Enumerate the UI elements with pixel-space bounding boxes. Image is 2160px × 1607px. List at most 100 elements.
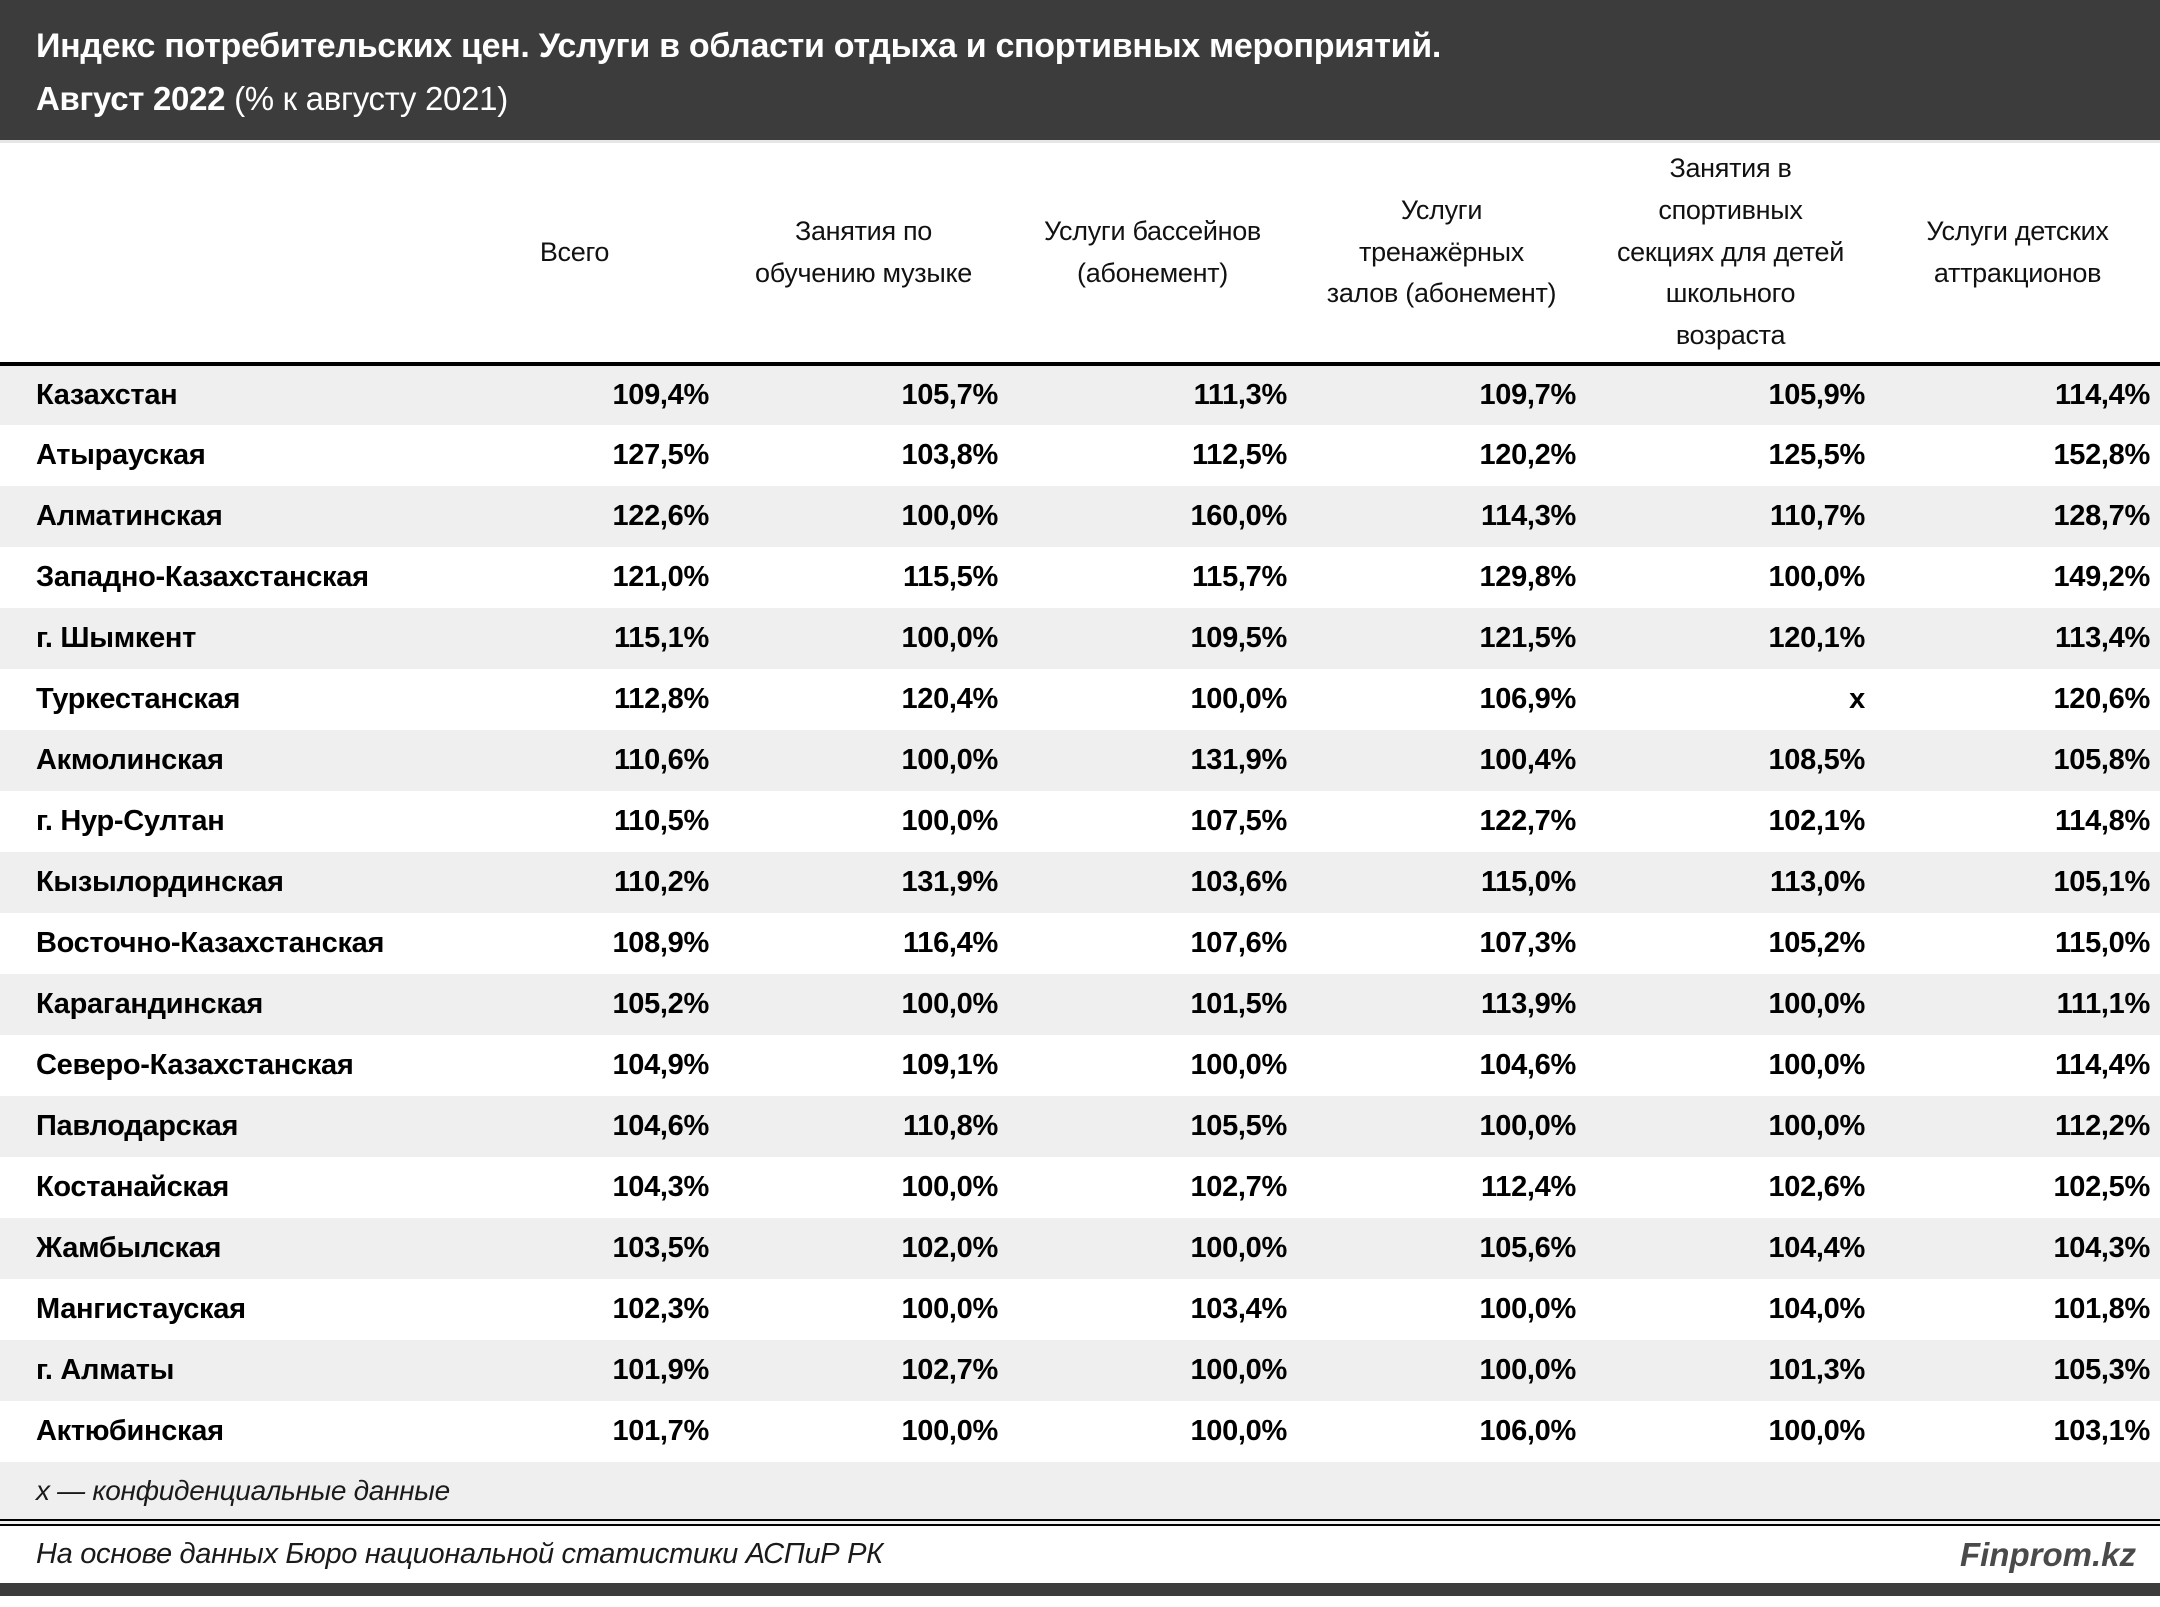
- value-cell: 100,0%: [901, 744, 998, 776]
- value-cell: 109,4%: [612, 379, 709, 411]
- value-cell: 100,0%: [1479, 1354, 1576, 1386]
- page-title: Индекс потребительских цен. Услуги в обл…: [36, 27, 1442, 65]
- value-cell: 107,3%: [1479, 927, 1576, 959]
- value-cell: 112,2%: [2055, 1110, 2150, 1142]
- value-cell: 109,1%: [901, 1049, 998, 1081]
- value-cell: 113,9%: [1481, 988, 1576, 1020]
- region-cell: г. Нур-Султан: [36, 805, 225, 837]
- region-cell: Восточно-Казахстанская: [36, 927, 385, 959]
- value-cell: 100,0%: [901, 1293, 998, 1325]
- value-cell: 112,4%: [1481, 1171, 1576, 1203]
- region-cell: Костанайская: [36, 1171, 230, 1203]
- value-cell: 105,2%: [612, 988, 709, 1020]
- value-cell: 104,4%: [1768, 1232, 1865, 1264]
- subtitle-comparison: (% к августу 2021): [225, 79, 508, 117]
- value-cell: 100,0%: [1190, 1049, 1287, 1081]
- value-cell: 100,0%: [901, 988, 998, 1020]
- value-cell: 104,9%: [612, 1049, 709, 1081]
- value-cell: 102,7%: [901, 1354, 998, 1386]
- value-cell: 100,0%: [1479, 1110, 1576, 1142]
- table-row: Карагандинская 105,2% 100,0% 101,5% 113,9% 1…: [0, 974, 2160, 1035]
- header-music-lessons: Занятия по обучению музыке: [719, 143, 1008, 366]
- value-cell: 160,0%: [1190, 500, 1287, 532]
- value-cell: 152,8%: [2053, 439, 2150, 471]
- value-cell: 100,0%: [1768, 1110, 1865, 1142]
- value-cell: 106,9%: [1479, 683, 1576, 715]
- header-region: [0, 143, 430, 366]
- value-cell: 122,6%: [612, 500, 709, 532]
- value-cell: 110,8%: [903, 1110, 998, 1142]
- value-cell: 100,0%: [1768, 988, 1865, 1020]
- value-cell: 100,0%: [901, 622, 998, 654]
- title-bar: Индекс потребительских цен. Услуги в обл…: [0, 0, 2160, 143]
- value-cell: 113,0%: [1770, 866, 1865, 898]
- value-cell: 129,8%: [1479, 561, 1576, 593]
- region-cell: Кызылординская: [36, 866, 284, 898]
- value-cell: 100,0%: [1190, 683, 1287, 715]
- value-cell: 102,5%: [2053, 1171, 2150, 1203]
- value-cell: 103,8%: [901, 439, 998, 471]
- table-row: г. Алматы 101,9% 102,7% 100,0% 100,0% 101,3%…: [0, 1340, 2160, 1401]
- table-row: Жамбылская 103,5% 102,0% 100,0% 105,6% 104,4…: [0, 1218, 2160, 1279]
- region-cell: Карагандинская: [36, 988, 263, 1020]
- value-cell: 101,9%: [612, 1354, 709, 1386]
- value-cell: 107,5%: [1190, 805, 1287, 837]
- region-cell: Жамбылская: [36, 1232, 222, 1264]
- table-row: Кызылординская 110,2% 131,9% 103,6% 115,0% 1…: [0, 852, 2160, 913]
- value-cell: 100,0%: [1768, 561, 1865, 593]
- value-cell: 120,1%: [1768, 622, 1865, 654]
- value-cell: 128,7%: [2053, 500, 2150, 532]
- value-cell: 109,7%: [1479, 379, 1576, 411]
- value-cell: 100,0%: [1190, 1415, 1287, 1447]
- value-cell: 105,6%: [1479, 1232, 1576, 1264]
- table-row: Акмолинская 110,6% 100,0% 131,9% 100,4% 108,…: [0, 730, 2160, 791]
- value-cell: 100,0%: [901, 805, 998, 837]
- value-cell: 105,5%: [1190, 1110, 1287, 1142]
- value-cell: 102,1%: [1768, 805, 1865, 837]
- value-cell: 115,5%: [903, 561, 998, 593]
- value-cell: 101,7%: [612, 1415, 709, 1447]
- region-cell: Туркестанская: [36, 683, 241, 715]
- header-gym-services: Услуги тренажёрных залов (абонемент): [1297, 143, 1586, 366]
- value-cell: 103,5%: [612, 1232, 709, 1264]
- header-kids-sport-sections: Занятия в спортивных секциях для детей ш…: [1586, 143, 1875, 366]
- value-cell: 115,0%: [2055, 927, 2150, 959]
- region-cell: г. Шымкент: [36, 622, 197, 654]
- table-row: Атырауская 127,5% 103,8% 112,5% 120,2% 125,5…: [0, 425, 2160, 486]
- value-cell: 121,0%: [612, 561, 709, 593]
- table-row: Западно-Казахстанская 121,0% 115,5% 115,7%…: [0, 547, 2160, 608]
- region-cell: Акмолинская: [36, 744, 224, 776]
- table-row: Актюбинская 101,7% 100,0% 100,0% 106,0% 100,…: [0, 1401, 2160, 1462]
- table-row: Туркестанская 112,8% 120,4% 100,0% 106,9% x 1…: [0, 669, 2160, 730]
- value-cell: 120,4%: [901, 683, 998, 715]
- value-cell: 122,7%: [1479, 805, 1576, 837]
- value-cell: 115,7%: [1192, 561, 1287, 593]
- table-row: Восточно-Казахстанская 108,9% 116,4% 107,6…: [0, 913, 2160, 974]
- value-cell: 106,0%: [1479, 1415, 1576, 1447]
- value-cell: 100,0%: [1768, 1415, 1865, 1447]
- table-body: Казахстан 109,4% 105,7% 111,3% 109,7% 105,9%…: [0, 364, 2160, 1462]
- value-cell: 110,7%: [1770, 500, 1865, 532]
- table-row: Северо-Казахстанская 104,9% 109,1% 100,0% 1…: [0, 1035, 2160, 1096]
- value-cell: 125,5%: [1768, 439, 1865, 471]
- table-row: Алматинская 122,6% 100,0% 160,0% 114,3% 110,…: [0, 486, 2160, 547]
- value-cell: 105,2%: [1768, 927, 1865, 959]
- value-cell: 105,7%: [901, 379, 998, 411]
- value-cell: 108,5%: [1768, 744, 1865, 776]
- region-cell: г. Алматы: [36, 1354, 175, 1386]
- header-total: Всего: [430, 143, 719, 366]
- value-cell: 127,5%: [612, 439, 709, 471]
- value-cell: 102,7%: [1190, 1171, 1287, 1203]
- region-cell: Павлодарская: [36, 1110, 239, 1142]
- region-cell: Алматинская: [36, 500, 223, 532]
- value-cell: 113,4%: [2055, 622, 2150, 654]
- value-cell: 109,5%: [1190, 622, 1287, 654]
- data-source-note: На основе данных Бюро национальной стати…: [36, 1538, 883, 1570]
- region-cell: Северо-Казахстанская: [36, 1049, 354, 1081]
- value-cell: 100,0%: [901, 1415, 998, 1447]
- value-cell: 110,5%: [614, 805, 709, 837]
- table-row: Павлодарская 104,6% 110,8% 105,5% 100,0% 100…: [0, 1096, 2160, 1157]
- table-row: Казахстан 109,4% 105,7% 111,3% 109,7% 105,9%…: [0, 364, 2160, 425]
- table-row: г. Шымкент 115,1% 100,0% 109,5% 121,5% 120,1…: [0, 608, 2160, 669]
